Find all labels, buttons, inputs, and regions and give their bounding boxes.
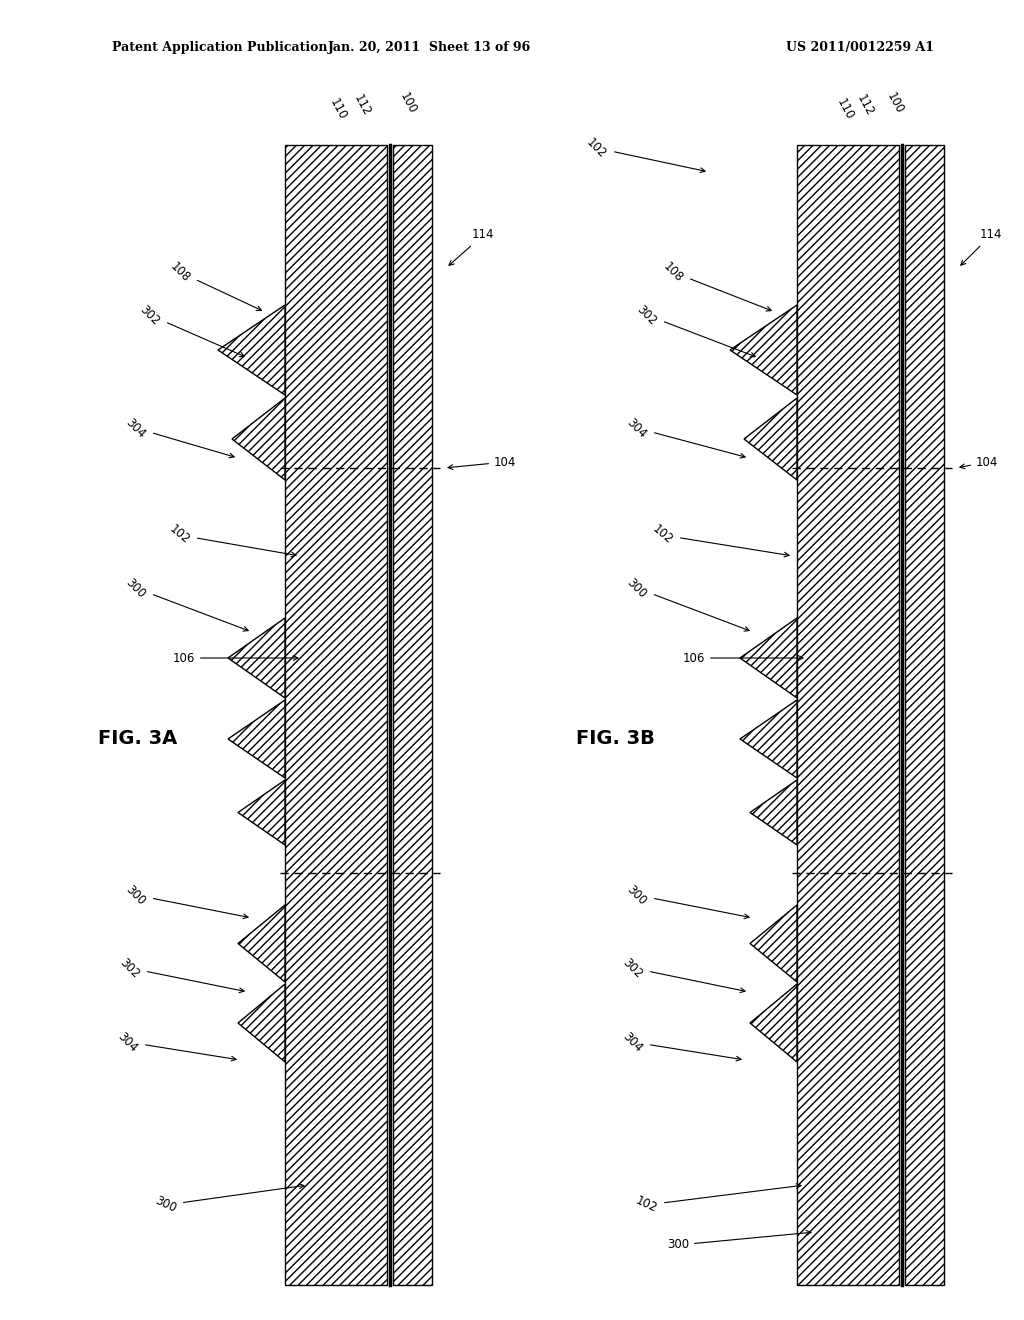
Text: 114: 114 [961,228,1002,265]
Text: FIG. 3B: FIG. 3B [575,729,654,747]
Text: 304: 304 [621,1030,741,1061]
Text: 300: 300 [153,1184,304,1216]
Text: 104: 104 [959,455,998,469]
Text: 106: 106 [683,652,803,664]
Text: FIG. 3A: FIG. 3A [98,729,177,747]
Text: 100: 100 [397,90,419,116]
Text: 300: 300 [123,883,248,919]
Text: 102: 102 [649,523,790,557]
Polygon shape [750,906,797,982]
Text: 304: 304 [624,416,745,458]
Text: 302: 302 [117,956,244,993]
Text: 102: 102 [584,136,706,173]
Text: 108: 108 [660,260,771,312]
Text: 300: 300 [667,1230,811,1251]
Polygon shape [238,906,285,982]
Polygon shape [744,399,797,480]
Text: 300: 300 [625,883,749,919]
Polygon shape [232,399,285,480]
Text: 106: 106 [173,652,298,664]
Text: 112: 112 [854,92,876,117]
Polygon shape [740,700,797,777]
Text: 108: 108 [167,260,261,310]
Polygon shape [730,305,797,395]
Text: 300: 300 [123,576,248,631]
Text: Jan. 20, 2011  Sheet 13 of 96: Jan. 20, 2011 Sheet 13 of 96 [329,41,531,54]
Text: 304: 304 [123,416,234,458]
Polygon shape [750,983,797,1063]
Text: 100: 100 [884,90,906,116]
Text: 302: 302 [634,302,756,358]
Polygon shape [238,780,285,845]
Polygon shape [228,618,285,698]
Text: US 2011/0012259 A1: US 2011/0012259 A1 [786,41,934,54]
Text: Patent Application Publication: Patent Application Publication [112,41,328,54]
Bar [905,145,944,1284]
Polygon shape [740,618,797,698]
Text: 102: 102 [167,523,296,557]
Text: 102: 102 [633,1184,801,1216]
Polygon shape [238,983,285,1063]
Text: 110: 110 [834,96,856,121]
Bar [393,145,432,1284]
Text: 302: 302 [137,302,245,356]
Polygon shape [218,305,285,395]
Text: 304: 304 [115,1030,236,1061]
Text: 300: 300 [625,576,750,631]
Text: 110: 110 [327,96,349,121]
Text: 112: 112 [351,92,373,117]
Bar [285,145,387,1284]
Text: 114: 114 [449,228,495,265]
Polygon shape [750,780,797,845]
Polygon shape [228,700,285,777]
Text: 104: 104 [449,455,516,470]
Text: 302: 302 [621,956,745,993]
Bar [797,145,899,1284]
